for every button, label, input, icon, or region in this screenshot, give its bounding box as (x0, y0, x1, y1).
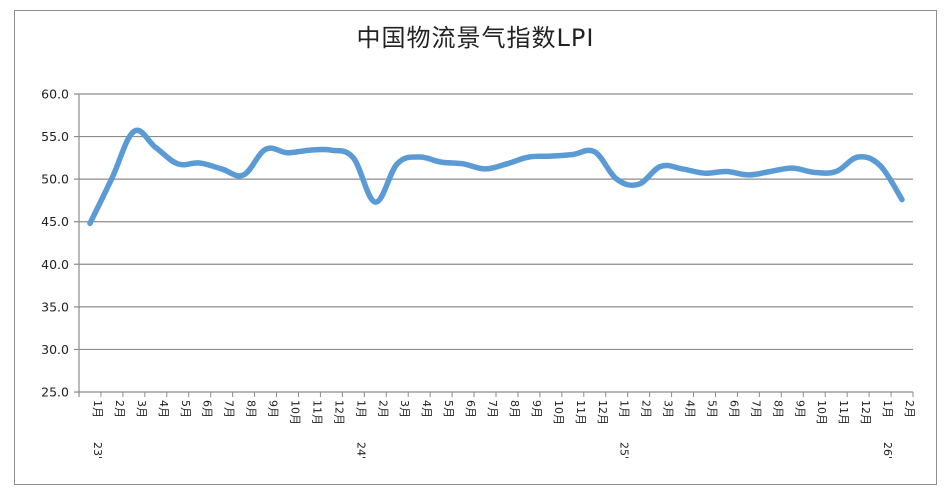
y-tick-label: 45.0 (41, 214, 69, 229)
x-tick-label: 4月 (157, 400, 170, 418)
x-tick-label: 3月 (398, 400, 411, 418)
x-tick-label: 1月 (91, 400, 104, 418)
x-tick-label: 7月 (486, 400, 499, 418)
y-tick-label: 25.0 (41, 385, 69, 400)
x-tick-label: 10月 (289, 400, 302, 425)
year-label: 23' (91, 442, 104, 459)
year-label: 24' (354, 442, 367, 459)
x-tick-label: 1月 (354, 400, 367, 418)
x-tick-label: 7月 (749, 400, 762, 418)
x-tick-label: 6月 (464, 400, 477, 418)
x-tick-label: 9月 (530, 400, 543, 418)
x-tick-label: 8月 (245, 400, 258, 418)
x-tick-label: 2月 (376, 400, 389, 418)
y-tick-label: 35.0 (41, 299, 69, 314)
y-tick-label: 40.0 (41, 257, 69, 272)
y-tick-label: 60.0 (41, 87, 69, 102)
x-tick-label: 1月 (881, 400, 894, 418)
x-tick-label: 5月 (179, 400, 192, 418)
x-tick-label: 3月 (662, 400, 675, 418)
x-tick-label: 6月 (727, 400, 740, 418)
x-tick-label: 8月 (771, 400, 784, 418)
x-tick-label: 2月 (903, 400, 916, 418)
y-tick-label: 55.0 (41, 129, 69, 144)
x-tick-label: 7月 (223, 400, 236, 418)
lpi-series-line (87, 127, 905, 227)
x-tick-label: 6月 (201, 400, 214, 418)
x-tick-label: 11月 (310, 400, 323, 425)
x-tick-label: 9月 (793, 400, 806, 418)
x-tick-label: 8月 (508, 400, 521, 418)
x-tick-label: 11月 (574, 400, 587, 425)
x-axis: 1月 2月 3月 4月 5月 6月 7月 8月 9月 10月 11月 12月 1月 2月 3月 4月 5月 6月 7… (78, 392, 916, 459)
x-tick-label: 10月 (552, 400, 565, 425)
x-tick-label: 4月 (684, 400, 697, 418)
y-tick-label: 30.0 (41, 342, 69, 357)
x-tick-label: 10月 (815, 400, 828, 425)
x-tick-label: 11月 (837, 400, 850, 425)
chart-title: 中国物流景气指数LPI (356, 24, 595, 52)
y-axis: 25.0 30.0 35.0 40.0 45.0 50.0 55.0 60.0 (41, 87, 80, 400)
x-tick-label: 2月 (640, 400, 653, 418)
x-tick-label: 2月 (113, 400, 126, 418)
x-tick-label: 3月 (135, 400, 148, 418)
x-tick-label: 12月 (596, 400, 609, 425)
x-tick-label: 12月 (859, 400, 872, 425)
x-tick-label: 1月 (618, 400, 631, 418)
year-label: 25' (618, 442, 631, 459)
y-tick-label: 50.0 (41, 172, 69, 187)
x-tick-label: 5月 (442, 400, 455, 418)
x-tick-label: 4月 (420, 400, 433, 418)
chart-frame (14, 10, 937, 485)
x-tick-label: 5月 (706, 400, 719, 418)
x-tick-label: 12月 (332, 400, 345, 425)
year-label: 26' (881, 442, 894, 459)
gridlines (74, 93, 913, 393)
x-tick-label: 9月 (267, 400, 280, 418)
